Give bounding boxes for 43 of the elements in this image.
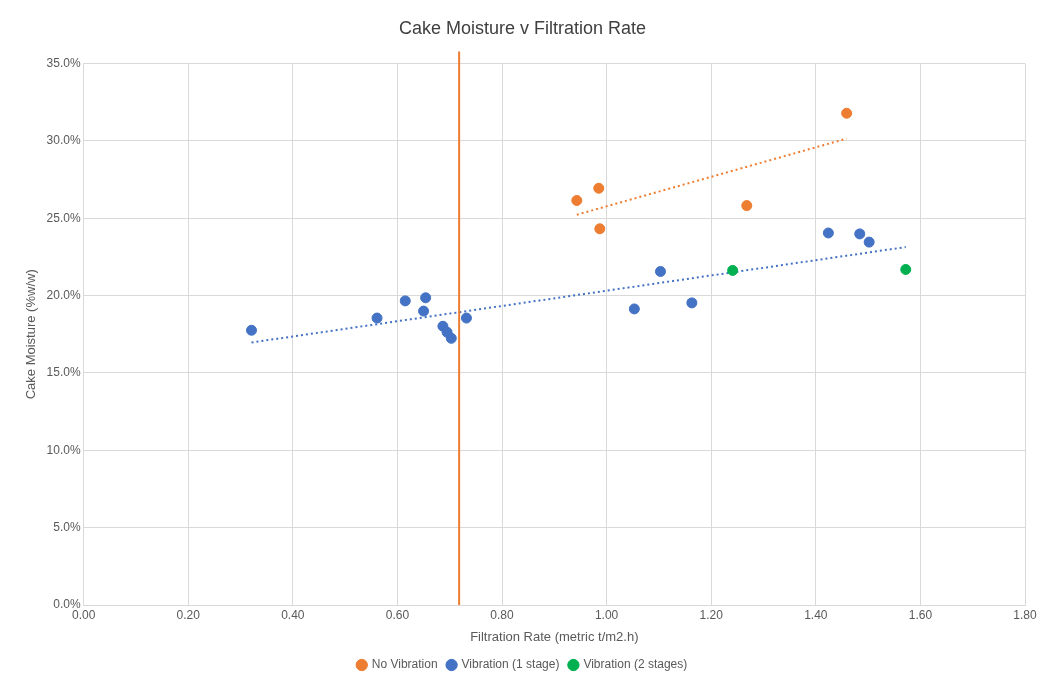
x-tick-label: 1.80 <box>1013 607 1037 622</box>
point <box>900 263 912 275</box>
point <box>418 305 430 317</box>
point <box>571 195 583 206</box>
x-tick-label: 1.40 <box>804 607 828 622</box>
y-tick-label: 30.0% <box>46 133 81 148</box>
y-tick-label: 5.0% <box>53 519 81 534</box>
x-tick-label: 1.60 <box>908 607 933 622</box>
x-axis-title: Filtration Rate (metric t/m2.h) <box>470 628 639 644</box>
point <box>460 312 472 324</box>
point <box>841 107 853 119</box>
x-tick-label: 0.40 <box>281 607 305 622</box>
x-tick-label: 1.20 <box>699 607 724 622</box>
point <box>686 297 698 309</box>
point <box>593 182 605 194</box>
point <box>371 312 383 324</box>
y-tick-label: 15.0% <box>46 365 81 380</box>
y-tick-label: 25.0% <box>46 210 81 225</box>
point <box>822 227 834 239</box>
y-tick-label: 20.0% <box>46 287 81 302</box>
legend-label: No Vibration <box>371 657 438 672</box>
x-tick-label: 0.80 <box>490 607 515 622</box>
point <box>594 223 606 235</box>
y-tick-label: 35.0% <box>46 55 81 70</box>
point <box>741 200 753 212</box>
point <box>399 295 411 307</box>
x-tick-label: 0.20 <box>176 607 201 622</box>
point <box>654 266 666 277</box>
chart-title: Cake Moisture v Filtration Rate <box>398 17 647 38</box>
legend-label: Vibration (2 stages) <box>583 657 688 672</box>
point <box>863 236 875 248</box>
y-tick-label: 10.0% <box>46 442 81 457</box>
y-axis-title: Cake Moisture (%w/w) <box>23 269 39 400</box>
point <box>727 264 739 276</box>
x-tick-label: 1.00 <box>594 607 619 622</box>
point <box>854 228 866 240</box>
legend-label: Vibration (1 stage) <box>461 657 560 672</box>
x-tick-label: 0.60 <box>385 607 410 622</box>
point <box>445 332 457 344</box>
x-tick-label: 0.00 <box>71 607 96 622</box>
point <box>420 292 432 304</box>
point <box>246 324 257 336</box>
point <box>628 303 640 315</box>
